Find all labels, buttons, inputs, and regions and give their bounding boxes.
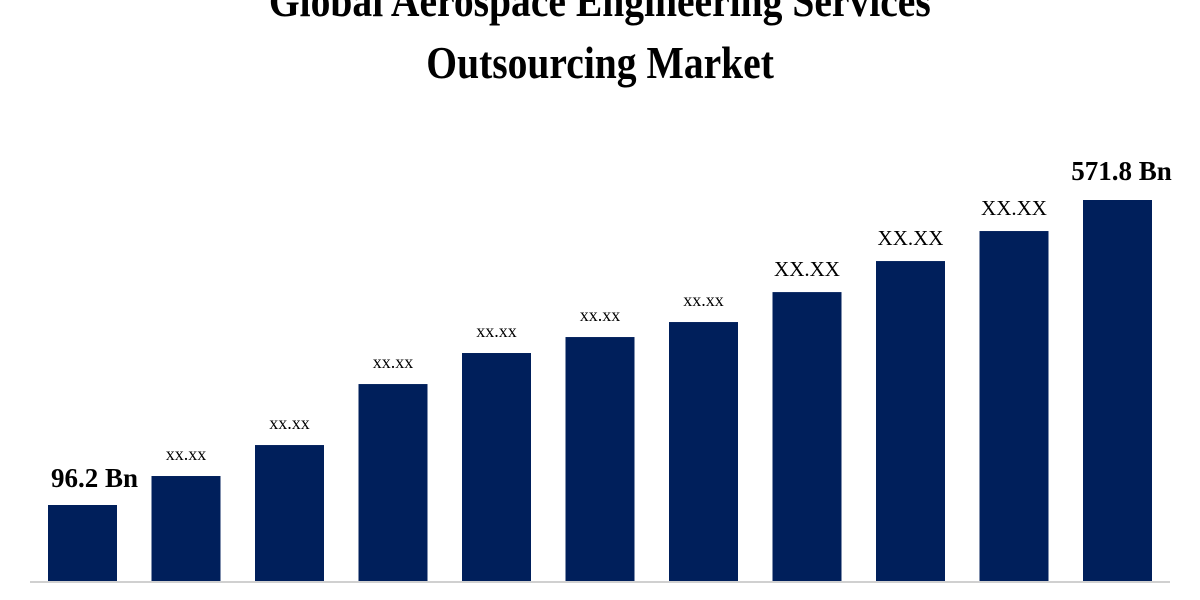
- data-label: xx.xx: [683, 290, 724, 310]
- data-label: XX.XX: [981, 196, 1047, 220]
- chart-title-line-1: Global Aerospace Engineering Services: [0, 0, 1200, 24]
- bar: [151, 476, 221, 581]
- data-label: xx.xx: [373, 352, 414, 372]
- data-label: xx.xx: [166, 444, 207, 464]
- data-label: XX.XX: [878, 226, 944, 250]
- bar: [876, 261, 945, 581]
- bar: [669, 322, 738, 581]
- bar: [565, 337, 635, 581]
- chart-title-line-2: Outsourcing Market: [0, 40, 1200, 86]
- chart-title-text: Global Aerospace Engineering Services: [269, 0, 931, 26]
- bar: [48, 505, 117, 581]
- bar: [1083, 200, 1152, 581]
- data-label: 96.2 Bn: [51, 463, 138, 493]
- data-label: XX.XX: [774, 257, 840, 281]
- data-label: xx.xx: [269, 413, 310, 433]
- bar: [255, 445, 324, 581]
- data-label: xx.xx: [476, 321, 517, 341]
- data-label: 571.8 Bn: [1071, 156, 1172, 186]
- bar: [358, 384, 428, 581]
- chart-title-text: Outsourcing Market: [426, 37, 774, 88]
- bar: [979, 231, 1049, 581]
- data-label: xx.xx: [580, 305, 621, 325]
- bar: [462, 353, 531, 581]
- bar: [772, 292, 842, 581]
